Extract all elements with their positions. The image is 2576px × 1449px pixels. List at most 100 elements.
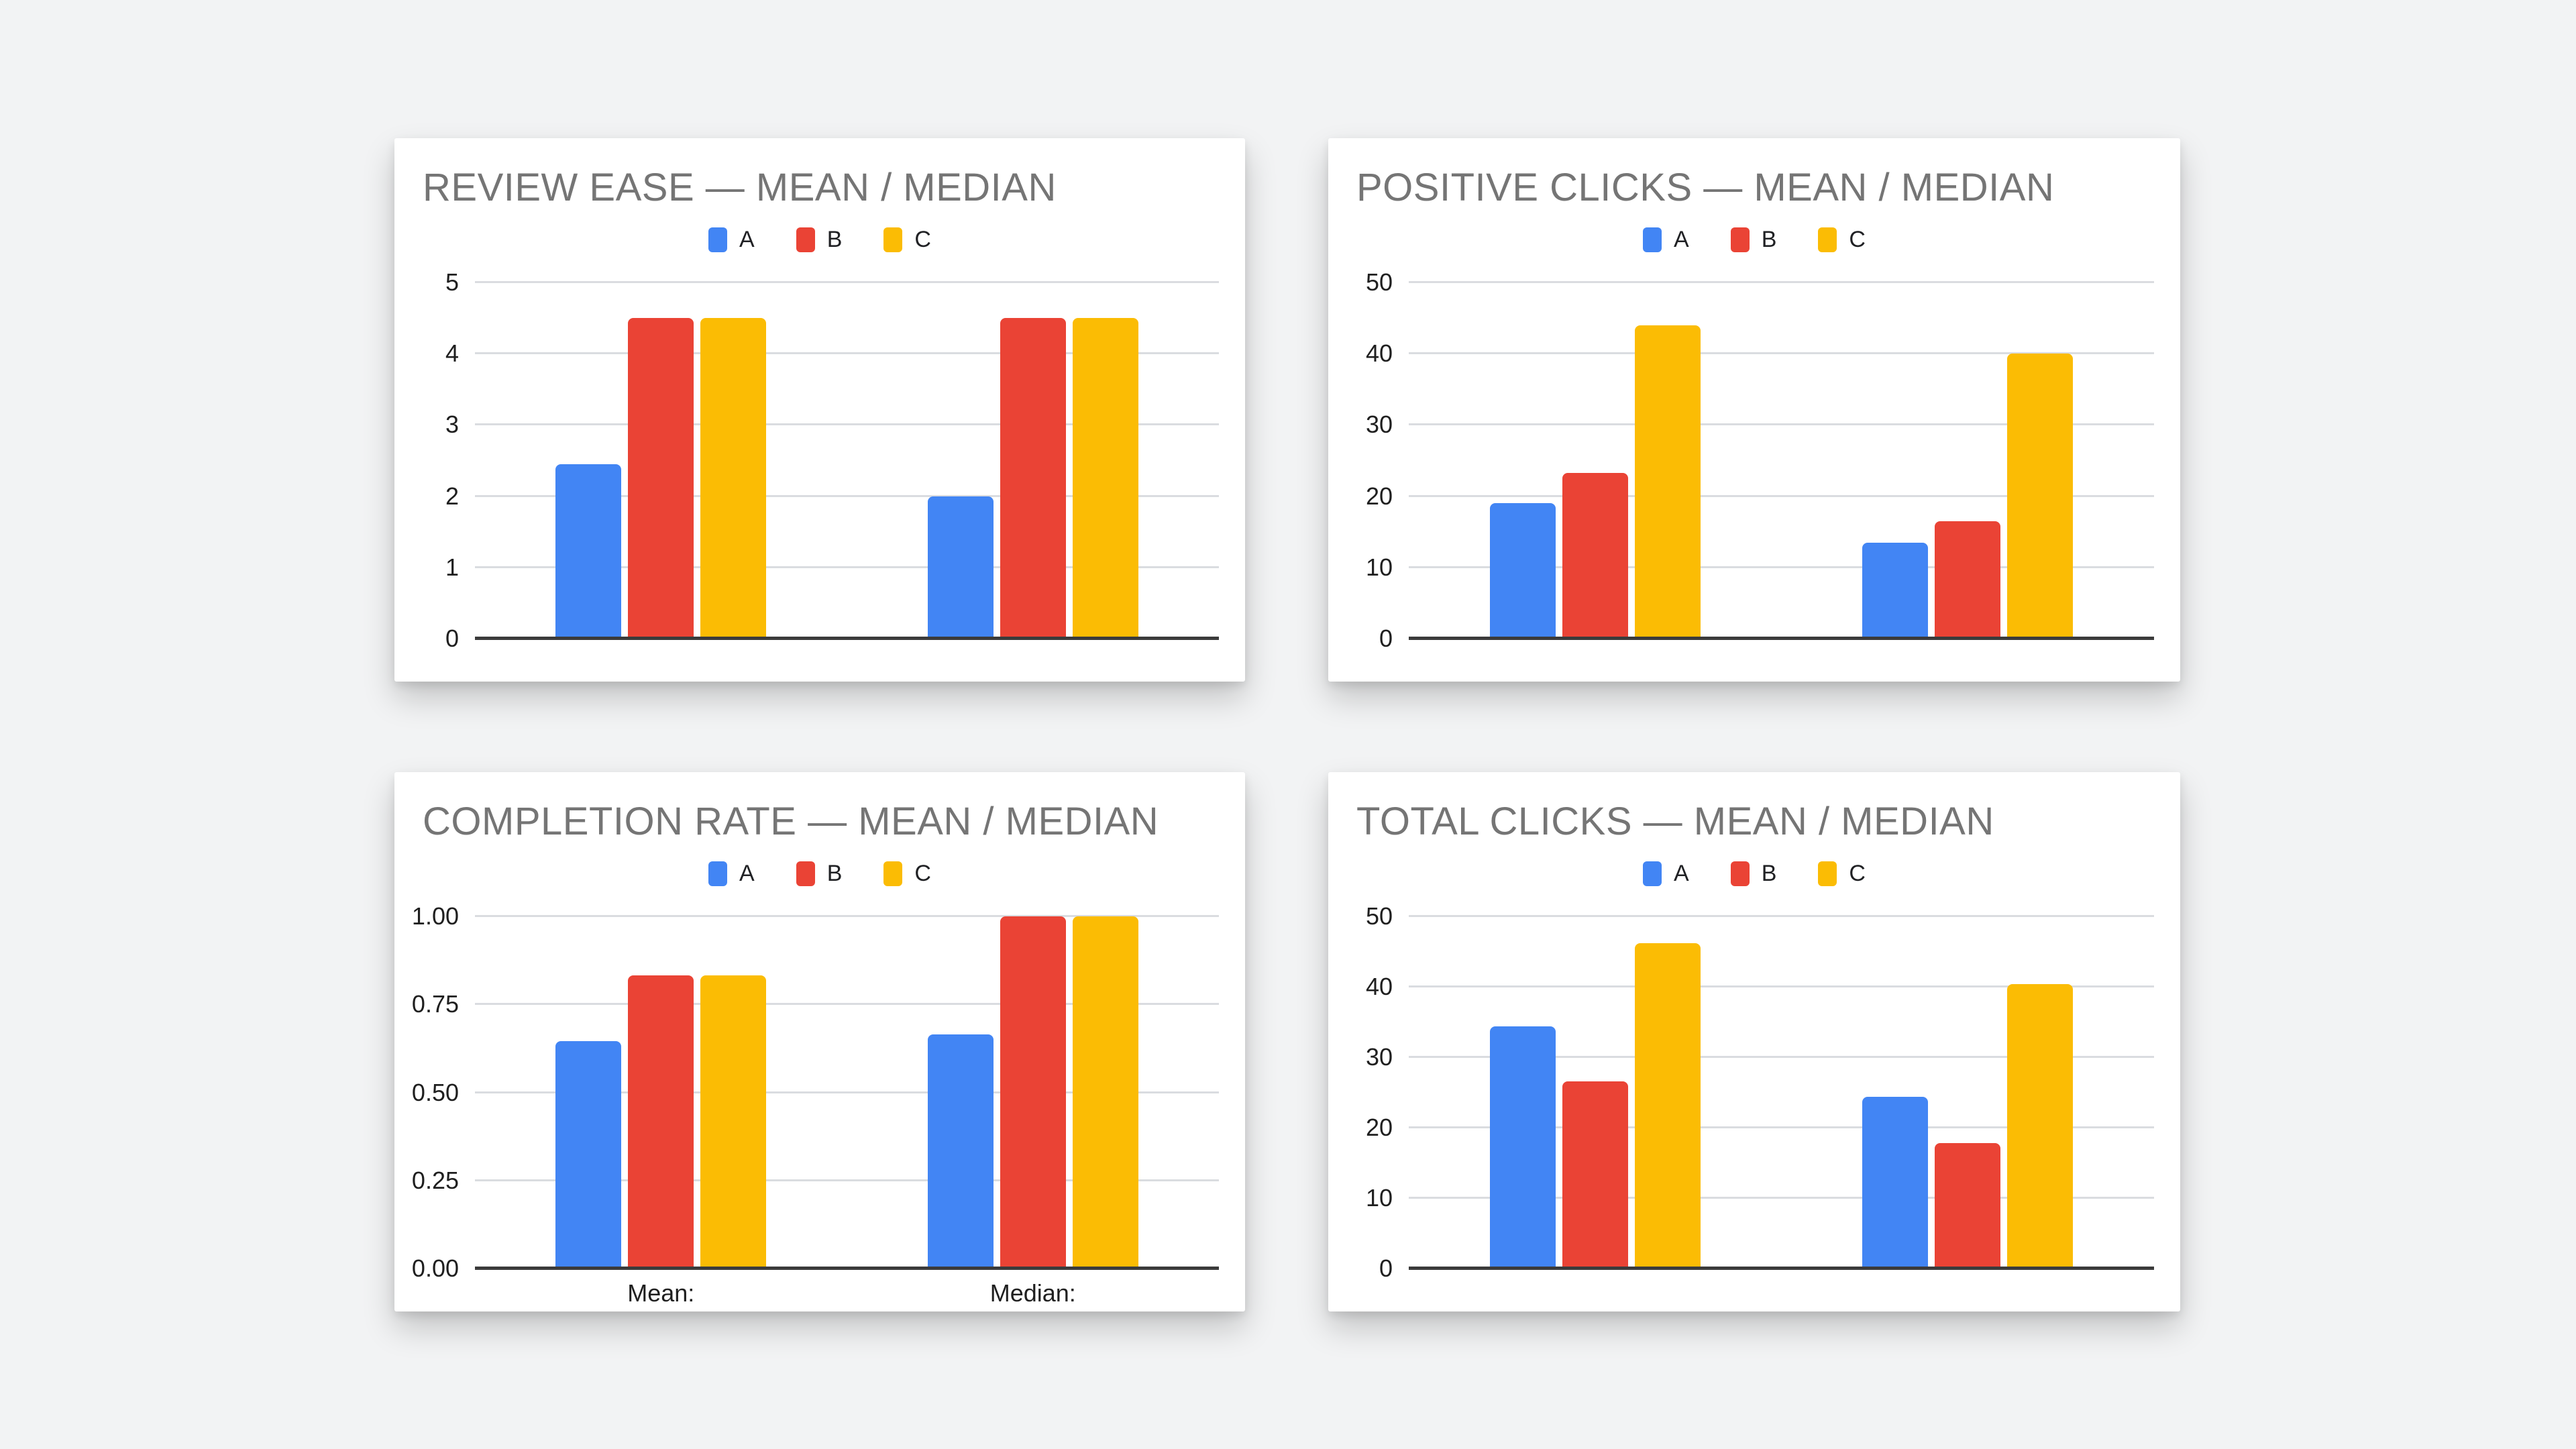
bar-a-mean[interactable] <box>555 464 622 639</box>
chart-title: REVIEW EASE — MEAN / MEDIAN <box>423 166 1057 209</box>
y-tick-label: 0 <box>1379 625 1393 652</box>
legend-swatch-b <box>1730 227 1750 252</box>
bar-c-median[interactable] <box>2007 354 2074 639</box>
bar-b-mean[interactable] <box>1562 1081 1628 1269</box>
bar-c-median[interactable] <box>1072 318 1138 639</box>
legend-label-c: C <box>914 860 931 886</box>
y-tick-label: 0 <box>445 625 459 652</box>
bar-group-mean <box>1409 282 1782 639</box>
bar-c-mean[interactable] <box>1634 943 1701 1269</box>
bar-group-mean <box>475 916 847 1269</box>
gridline <box>1409 423 2154 426</box>
bar-a-median[interactable] <box>927 1034 994 1269</box>
x-axis-line <box>1409 1267 2154 1270</box>
bar-group-median <box>847 282 1220 639</box>
gridline <box>475 352 1219 355</box>
bar-b-median[interactable] <box>1000 916 1066 1269</box>
gridline <box>475 1091 1219 1093</box>
legend: A B C <box>1328 858 2180 889</box>
bar-a-mean[interactable] <box>555 1041 622 1269</box>
x-axis-line <box>475 637 1219 640</box>
bar-a-median[interactable] <box>1862 542 1929 639</box>
y-tick-label: 2 <box>445 482 459 510</box>
bar-a-mean[interactable] <box>1489 1026 1556 1269</box>
gridline <box>1409 915 2154 917</box>
legend-label-b: B <box>826 226 843 252</box>
gridline <box>1409 566 2154 568</box>
legend-item-b: B <box>1730 860 1777 887</box>
legend-item-a: A <box>1643 861 1689 887</box>
y-tick-label: 3 <box>445 411 459 439</box>
legend-swatch-b <box>796 861 815 886</box>
bar-b-mean[interactable] <box>628 318 694 639</box>
legend-label-b: B <box>1761 860 1777 886</box>
bar-c-mean[interactable] <box>1634 325 1701 639</box>
legend-label-b: B <box>1761 226 1777 252</box>
bar-group-mean <box>475 282 847 639</box>
chart-card-total-clicks[interactable]: TOTAL CLICKS — MEAN / MEDIAN A B C 0 10 20 30… <box>1328 772 2180 1311</box>
legend-swatch-a <box>1643 227 1662 252</box>
x-tick-label: Mean: <box>627 1279 695 1307</box>
chart-title: POSITIVE CLICKS — MEAN / MEDIAN <box>1356 166 2055 209</box>
gridline <box>475 281 1219 283</box>
legend-label-c: C <box>914 226 931 252</box>
legend-item-b: B <box>1730 226 1777 253</box>
legend-label-a: A <box>1674 860 1689 886</box>
y-tick-label: 0.00 <box>411 1254 459 1282</box>
gridline <box>1409 352 2154 355</box>
y-tick-label: 0 <box>1379 1254 1393 1282</box>
bar-c-median[interactable] <box>2007 983 2074 1269</box>
y-tick-label: 1 <box>445 553 459 581</box>
bar-group-median <box>1782 282 2155 639</box>
bar-b-median[interactable] <box>1935 1143 2001 1269</box>
gridline <box>1409 494 2154 497</box>
bar-c-mean[interactable] <box>700 318 767 639</box>
bar-a-mean[interactable] <box>1489 503 1556 639</box>
bar-b-mean[interactable] <box>1562 472 1628 639</box>
bar-group-mean <box>1409 916 1782 1269</box>
y-tick-label: 30 <box>1365 411 1393 439</box>
bar-a-median[interactable] <box>1862 1096 1929 1269</box>
legend-item-c: C <box>1818 861 1866 887</box>
y-tick-label: 0.75 <box>411 990 459 1018</box>
gridline <box>1409 1056 2154 1058</box>
y-tick-label: 40 <box>1365 339 1393 368</box>
legend: A B C <box>394 224 1245 255</box>
legend-swatch-a <box>1643 861 1662 886</box>
y-tick-label: 50 <box>1365 902 1393 930</box>
legend-item-b: B <box>796 226 843 253</box>
legend-label-b: B <box>826 860 843 886</box>
gridline <box>1409 1197 2154 1199</box>
chart-card-review-ease[interactable]: REVIEW EASE — MEAN / MEDIAN A B C 0 1 2 3 4 5 <box>394 138 1245 682</box>
bar-a-median[interactable] <box>927 496 994 639</box>
gridline <box>1409 985 2154 987</box>
bar-groups <box>475 916 1219 1269</box>
plot-area: 0 1 2 3 4 5 <box>445 268 1220 652</box>
bar-b-median[interactable] <box>1935 521 2001 639</box>
legend: A B C <box>1328 224 2180 255</box>
y-tick-label: 10 <box>1365 1184 1393 1212</box>
y-tick-label: 40 <box>1365 973 1393 1000</box>
y-tick-label: 50 <box>1365 268 1393 296</box>
legend-label-a: A <box>1674 226 1689 252</box>
legend-swatch-c <box>1818 861 1837 886</box>
legend-label-a: A <box>739 226 755 252</box>
legend-label-a: A <box>739 860 755 886</box>
chart-card-completion-rate[interactable]: COMPLETION RATE — MEAN / MEDIAN A B C 0.00… <box>394 772 1245 1311</box>
y-tick-label: 20 <box>1365 1114 1393 1141</box>
chart-card-positive-clicks[interactable]: POSITIVE CLICKS — MEAN / MEDIAN A B C 0 10 2… <box>1328 138 2180 682</box>
bar-c-median[interactable] <box>1072 916 1138 1269</box>
gridline <box>1409 281 2154 283</box>
bar-b-median[interactable] <box>1000 318 1066 639</box>
y-tick-label: 20 <box>1365 482 1393 510</box>
bar-c-mean[interactable] <box>700 975 767 1269</box>
legend-swatch-c <box>883 227 903 252</box>
gridline <box>475 1179 1219 1181</box>
bar-b-mean[interactable] <box>628 975 694 1269</box>
gridline <box>475 915 1219 917</box>
legend-label-c: C <box>1849 226 1866 252</box>
x-axis-line <box>1409 637 2154 640</box>
legend-item-b: B <box>796 860 843 887</box>
plot-area: 0.00 0.25 0.50 0.75 1.00 Mean: Median: <box>412 902 1219 1307</box>
legend-swatch-c <box>1818 227 1837 252</box>
